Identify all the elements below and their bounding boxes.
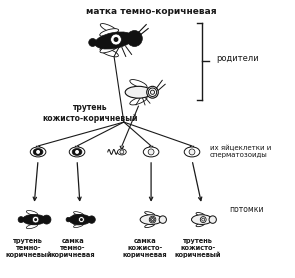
Circle shape [209,216,216,223]
Ellipse shape [130,96,147,105]
Circle shape [34,218,37,221]
Circle shape [202,218,205,221]
Circle shape [127,31,142,46]
Ellipse shape [100,44,118,53]
Text: их яйцеклетки и
сперматозоиды: их яйцеклетки и сперматозоиды [209,145,271,158]
Circle shape [150,90,155,94]
Ellipse shape [33,148,43,155]
Ellipse shape [26,210,38,215]
Circle shape [111,34,121,45]
Ellipse shape [100,24,118,34]
Circle shape [147,86,158,98]
Ellipse shape [89,39,96,46]
Ellipse shape [22,214,46,225]
Circle shape [88,216,95,223]
Circle shape [159,216,166,223]
Ellipse shape [196,212,204,216]
Circle shape [36,150,40,154]
Ellipse shape [196,223,204,227]
Circle shape [120,150,124,154]
Circle shape [200,217,206,223]
Ellipse shape [69,214,91,225]
Ellipse shape [69,147,85,157]
Ellipse shape [73,212,83,216]
Ellipse shape [143,147,159,157]
Circle shape [75,150,79,154]
Circle shape [42,215,51,224]
Text: родители: родители [216,54,259,63]
Circle shape [114,37,119,42]
Ellipse shape [72,148,82,155]
Ellipse shape [117,149,126,155]
Ellipse shape [18,217,24,223]
Ellipse shape [73,214,83,217]
Ellipse shape [100,48,118,57]
Ellipse shape [140,215,162,224]
Circle shape [149,216,156,223]
Ellipse shape [73,224,83,227]
Text: самка
кожисто-
коричневая: самка кожисто- коричневая [123,237,168,257]
Circle shape [151,219,154,221]
Ellipse shape [95,32,133,49]
Ellipse shape [125,86,152,98]
Text: трутень
кожисто-
коричневый: трутень кожисто- коричневый [175,237,221,258]
Circle shape [148,88,157,96]
Ellipse shape [26,224,38,229]
Text: матка темно-коричневая: матка темно-коричневая [86,7,217,16]
Text: самка
темно-
коричневая: самка темно- коричневая [51,237,96,257]
Ellipse shape [191,215,212,224]
Circle shape [80,218,83,221]
Circle shape [189,149,195,155]
Circle shape [32,216,39,223]
Circle shape [148,149,154,155]
Circle shape [78,217,84,223]
Ellipse shape [30,147,46,157]
Ellipse shape [184,147,200,157]
Ellipse shape [145,212,155,216]
Text: трутень
кожисто-коричневый: трутень кожисто-коричневый [42,103,137,123]
Text: потомки: потомки [229,205,263,214]
Ellipse shape [130,80,147,88]
Ellipse shape [66,217,71,222]
Circle shape [150,217,155,222]
Ellipse shape [73,222,83,225]
Ellipse shape [100,29,119,36]
Text: трутень
темно-
коричневый: трутень темно- коричневый [5,237,52,258]
Ellipse shape [145,224,155,227]
